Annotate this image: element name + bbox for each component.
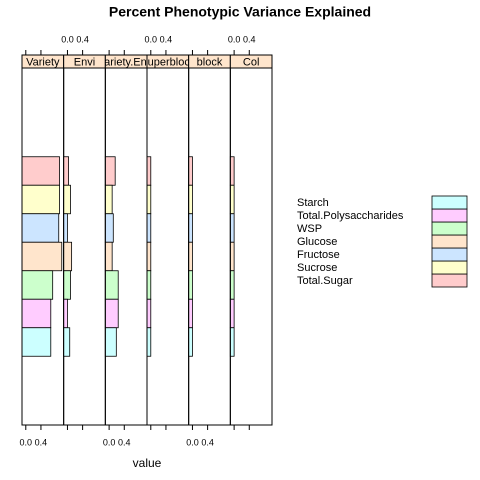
legend-swatch	[431, 208, 468, 223]
bar	[21, 241, 63, 272]
x-tick-label: 0.4	[76, 34, 89, 44]
bar	[63, 270, 71, 300]
strip-label: Envi	[74, 56, 95, 68]
chart-title: Percent Phenotypic Variance Explained	[109, 4, 371, 20]
bar	[21, 270, 54, 300]
panel-frame	[146, 67, 190, 426]
bar	[146, 156, 152, 186]
bar	[21, 298, 52, 329]
bar	[21, 213, 60, 243]
bar	[146, 270, 152, 300]
bar	[104, 327, 117, 357]
bar	[104, 241, 113, 272]
strip-label: Variety.Envi	[98, 56, 155, 68]
bar	[104, 298, 119, 329]
bar	[229, 156, 235, 186]
legend-label: Starch	[297, 197, 329, 209]
strip-label: Variety	[26, 56, 60, 68]
x-tick-label: 0.4	[201, 437, 214, 447]
legend-label: Glucose	[297, 236, 337, 248]
bar	[104, 156, 116, 186]
bar	[63, 213, 68, 243]
strip-label: Superblock	[140, 56, 196, 68]
bar	[229, 298, 235, 329]
legend-swatch	[431, 260, 468, 275]
bar	[104, 213, 114, 243]
x-tick-label: 0.4	[160, 34, 173, 44]
bar	[146, 298, 152, 329]
bar	[21, 184, 60, 215]
x-tick-label: 0.0	[145, 34, 158, 44]
x-tick-label: 0.0	[186, 437, 199, 447]
bar	[63, 241, 73, 272]
x-tick-label: 0.4	[35, 437, 48, 447]
bar	[188, 213, 193, 243]
strip-label: block	[197, 56, 223, 68]
bar	[63, 184, 71, 215]
bar	[188, 184, 193, 215]
strip-label: Col	[243, 56, 260, 68]
panel-frame	[229, 67, 273, 426]
bar	[188, 270, 193, 300]
bar	[146, 327, 152, 357]
bar	[21, 156, 60, 186]
legend-swatch	[431, 195, 468, 210]
bar	[146, 241, 152, 272]
x-axis-label: value	[133, 456, 162, 470]
bar	[188, 298, 193, 329]
x-tick-label: 0.0	[61, 34, 74, 44]
legend-label: Fructose	[297, 249, 340, 261]
bar	[63, 327, 71, 357]
bar	[104, 270, 119, 300]
legend-swatch	[431, 234, 468, 249]
bar	[63, 298, 68, 329]
bar	[229, 241, 235, 272]
legend-label: Total.Sugar	[297, 275, 353, 287]
x-tick-label: 0.0	[103, 437, 116, 447]
legend-label: WSP	[297, 223, 322, 235]
legend-swatch	[431, 247, 468, 262]
bar	[21, 327, 52, 357]
bar	[146, 184, 152, 215]
bar	[146, 213, 152, 243]
legend-label: Total.Polysaccharides	[297, 210, 404, 222]
x-tick-label: 0.4	[243, 34, 256, 44]
panel-frame	[188, 67, 231, 426]
x-tick-label: 0.4	[118, 437, 131, 447]
bar	[104, 184, 113, 215]
bar	[188, 327, 193, 357]
legend-swatch	[431, 273, 468, 288]
x-tick-label: 0.0	[228, 34, 241, 44]
bar	[229, 213, 235, 243]
bar	[229, 184, 235, 215]
bar	[229, 327, 235, 357]
bar	[229, 270, 235, 300]
bar	[188, 241, 193, 272]
bar	[63, 156, 69, 186]
bar	[188, 156, 193, 186]
legend-swatch	[431, 221, 468, 236]
legend-label: Sucrose	[297, 262, 337, 274]
x-tick-label: 0.0	[20, 437, 33, 447]
